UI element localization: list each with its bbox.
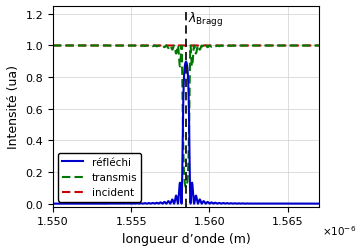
Text: $\times 10^{-6}$: $\times 10^{-6}$ <box>322 223 356 237</box>
Y-axis label: Intensité (ua): Intensité (ua) <box>7 65 20 149</box>
Text: $\lambda_{\rm Bragg}$: $\lambda_{\rm Bragg}$ <box>188 11 224 28</box>
Legend: réfléchi, transmis, incident: réfléchi, transmis, incident <box>58 153 141 202</box>
X-axis label: longueur d’onde (m): longueur d’onde (m) <box>122 232 250 245</box>
